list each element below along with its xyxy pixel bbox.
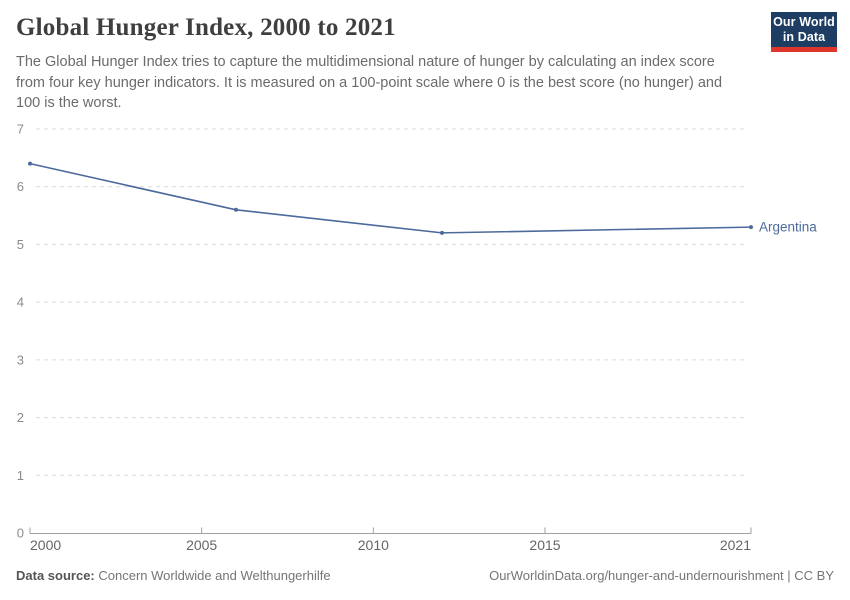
data-source-value: Concern Worldwide and Welthungerhilfe [98, 568, 331, 583]
data-point-marker [234, 207, 238, 212]
chart-canvas: 0 1 2 3 4 5 6 7 2000 2005 2010 2015 2021 Argentina [17, 122, 818, 554]
data-source-label: Data source: [16, 568, 95, 583]
y-axis-tick-label: 7 [17, 122, 24, 137]
chart-subtitle: The Global Hunger Index tries to capture… [16, 54, 723, 112]
owid-logo: Our World in Data [771, 12, 837, 52]
x-axis-tick-label: 2000 [30, 537, 61, 553]
data-point-marker [440, 230, 444, 235]
page-title: Global Hunger Index, 2000 to 2021 [16, 14, 396, 41]
y-axis-tick-label: 0 [17, 526, 24, 541]
data-point-marker [28, 161, 32, 166]
x-axis-tick-label: 2010 [358, 537, 389, 553]
owid-logo-text-line1: Our World [773, 14, 835, 29]
x-axis-tick-label: 2005 [186, 537, 217, 553]
y-axis-tick-label: 1 [17, 468, 24, 483]
y-axis-tick-label: 4 [17, 295, 24, 310]
owid-logo-text-line2: in Data [782, 29, 826, 44]
chart-header: Global Hunger Index, 2000 to 2021 Our Wo… [16, 12, 837, 114]
data-source: Data source: Concern Worldwide and Welth… [16, 568, 331, 583]
x-axis-tick-label: 2021 [720, 537, 751, 553]
y-axis-tick-label: 6 [17, 179, 24, 194]
data-line [29, 162, 752, 234]
line-chart: 0 1 2 3 4 5 6 7 2000 2005 2010 2015 2021 Argentina [0, 110, 850, 565]
x-axis-tick-label: 2015 [529, 537, 560, 553]
data-point-marker [749, 225, 753, 230]
y-axis-tick-label: 5 [17, 237, 24, 252]
y-axis-tick-label: 3 [17, 352, 24, 367]
chart-footer: Data source: Concern Worldwide and Welth… [16, 568, 834, 583]
series-label: Argentina [759, 220, 817, 235]
footer-citation-link[interactable]: OurWorldinData.org/hunger-and-undernouri… [489, 568, 834, 583]
y-axis-tick-label: 2 [17, 410, 24, 425]
